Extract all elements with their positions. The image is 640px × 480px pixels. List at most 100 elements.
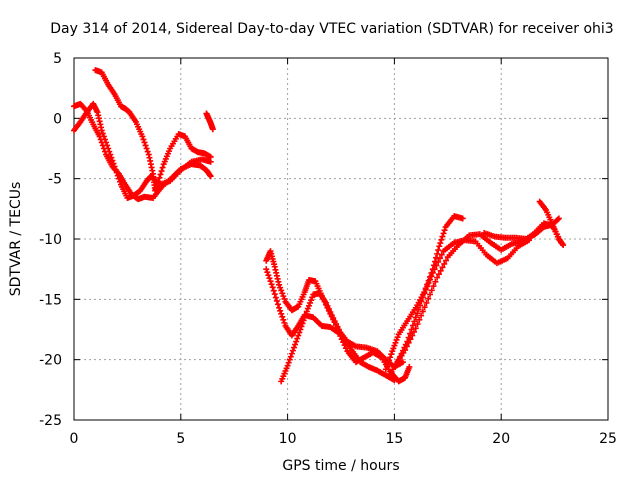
data-point <box>410 328 417 335</box>
data-point <box>387 354 394 361</box>
data-point <box>409 322 416 329</box>
data-point <box>305 302 312 309</box>
data-point <box>427 276 433 283</box>
data-point <box>272 294 279 301</box>
data-point <box>300 317 307 324</box>
data-point <box>412 325 419 332</box>
data-point <box>436 243 443 250</box>
data-point <box>292 341 299 348</box>
data-point <box>307 299 314 306</box>
y-tick-label: -15 <box>39 292 62 308</box>
series-track-d <box>203 110 216 133</box>
data-point <box>286 356 293 363</box>
data-point <box>388 351 395 358</box>
data-point <box>394 334 401 341</box>
data-point <box>301 314 308 321</box>
data-point <box>415 306 422 313</box>
data-point <box>439 233 446 240</box>
series-track-l <box>536 198 567 249</box>
data-point <box>265 272 272 279</box>
data-point <box>429 269 436 276</box>
data-point <box>207 173 214 180</box>
grid-lines <box>74 58 608 420</box>
data-point <box>424 283 431 290</box>
data-point <box>406 363 413 370</box>
data-point <box>431 266 438 273</box>
x-tick-label: 5 <box>176 431 185 447</box>
data-point <box>98 127 105 134</box>
data-point <box>390 345 397 352</box>
data-point <box>434 250 441 257</box>
data-point <box>392 339 399 346</box>
data-point <box>278 287 285 294</box>
y-axis-label: SDTVAR / TECUs <box>8 182 24 297</box>
data-point <box>428 287 435 294</box>
data-point <box>268 281 275 288</box>
data-point <box>154 181 161 188</box>
data-point <box>330 315 337 322</box>
data-point <box>416 316 423 323</box>
data-point <box>157 171 164 178</box>
data-point <box>279 313 286 320</box>
data-marks <box>71 67 567 385</box>
y-tick-label: -25 <box>39 413 62 429</box>
data-point <box>391 342 398 349</box>
data-point <box>437 267 444 274</box>
data-point <box>418 298 425 305</box>
data-point <box>108 154 115 161</box>
x-tick-label: 15 <box>385 431 403 447</box>
data-point <box>287 353 294 360</box>
data-point <box>267 278 274 285</box>
data-point <box>309 294 316 301</box>
x-tick-label: 25 <box>599 431 617 447</box>
x-axis-label: GPS time / hours <box>282 458 399 474</box>
data-point <box>443 257 450 264</box>
data-point <box>271 291 278 298</box>
axis-ticks <box>73 57 609 421</box>
data-point <box>414 321 421 328</box>
data-point <box>100 145 107 152</box>
data-point <box>438 251 445 258</box>
data-point <box>428 273 435 280</box>
data-point <box>101 148 108 155</box>
x-tick-label: 20 <box>492 431 510 447</box>
y-tick-label: -10 <box>39 232 62 248</box>
data-point <box>284 362 291 369</box>
data-point <box>433 262 440 269</box>
data-point <box>435 271 442 278</box>
data-point <box>209 126 216 133</box>
data-point <box>278 310 285 317</box>
data-point <box>399 359 406 366</box>
data-point <box>409 332 416 339</box>
data-point <box>554 216 561 223</box>
series-track-i <box>387 237 532 378</box>
data-point <box>393 336 400 343</box>
data-point <box>555 215 562 222</box>
data-point <box>144 148 151 155</box>
data-point <box>288 350 295 357</box>
data-point <box>298 323 305 330</box>
x-tick-labels: 0 5 10 15 20 25 <box>70 431 617 447</box>
data-point <box>296 329 303 336</box>
data-point <box>98 139 105 146</box>
data-point <box>156 174 163 181</box>
data-point <box>427 291 433 298</box>
data-point <box>274 301 281 308</box>
y-tick-label: -5 <box>48 172 62 188</box>
data-point <box>405 339 412 346</box>
data-point <box>270 287 277 294</box>
data-point <box>459 215 466 222</box>
data-point <box>291 344 298 351</box>
data-point <box>99 130 106 137</box>
data-point <box>142 142 149 149</box>
data-point <box>407 336 414 343</box>
data-point <box>97 136 104 143</box>
data-point <box>281 319 288 326</box>
data-point <box>421 304 428 311</box>
data-point <box>299 320 306 327</box>
x-tick-label: 0 <box>70 431 79 447</box>
data-point <box>403 343 410 350</box>
data-point <box>438 236 445 243</box>
data-point <box>560 242 567 249</box>
